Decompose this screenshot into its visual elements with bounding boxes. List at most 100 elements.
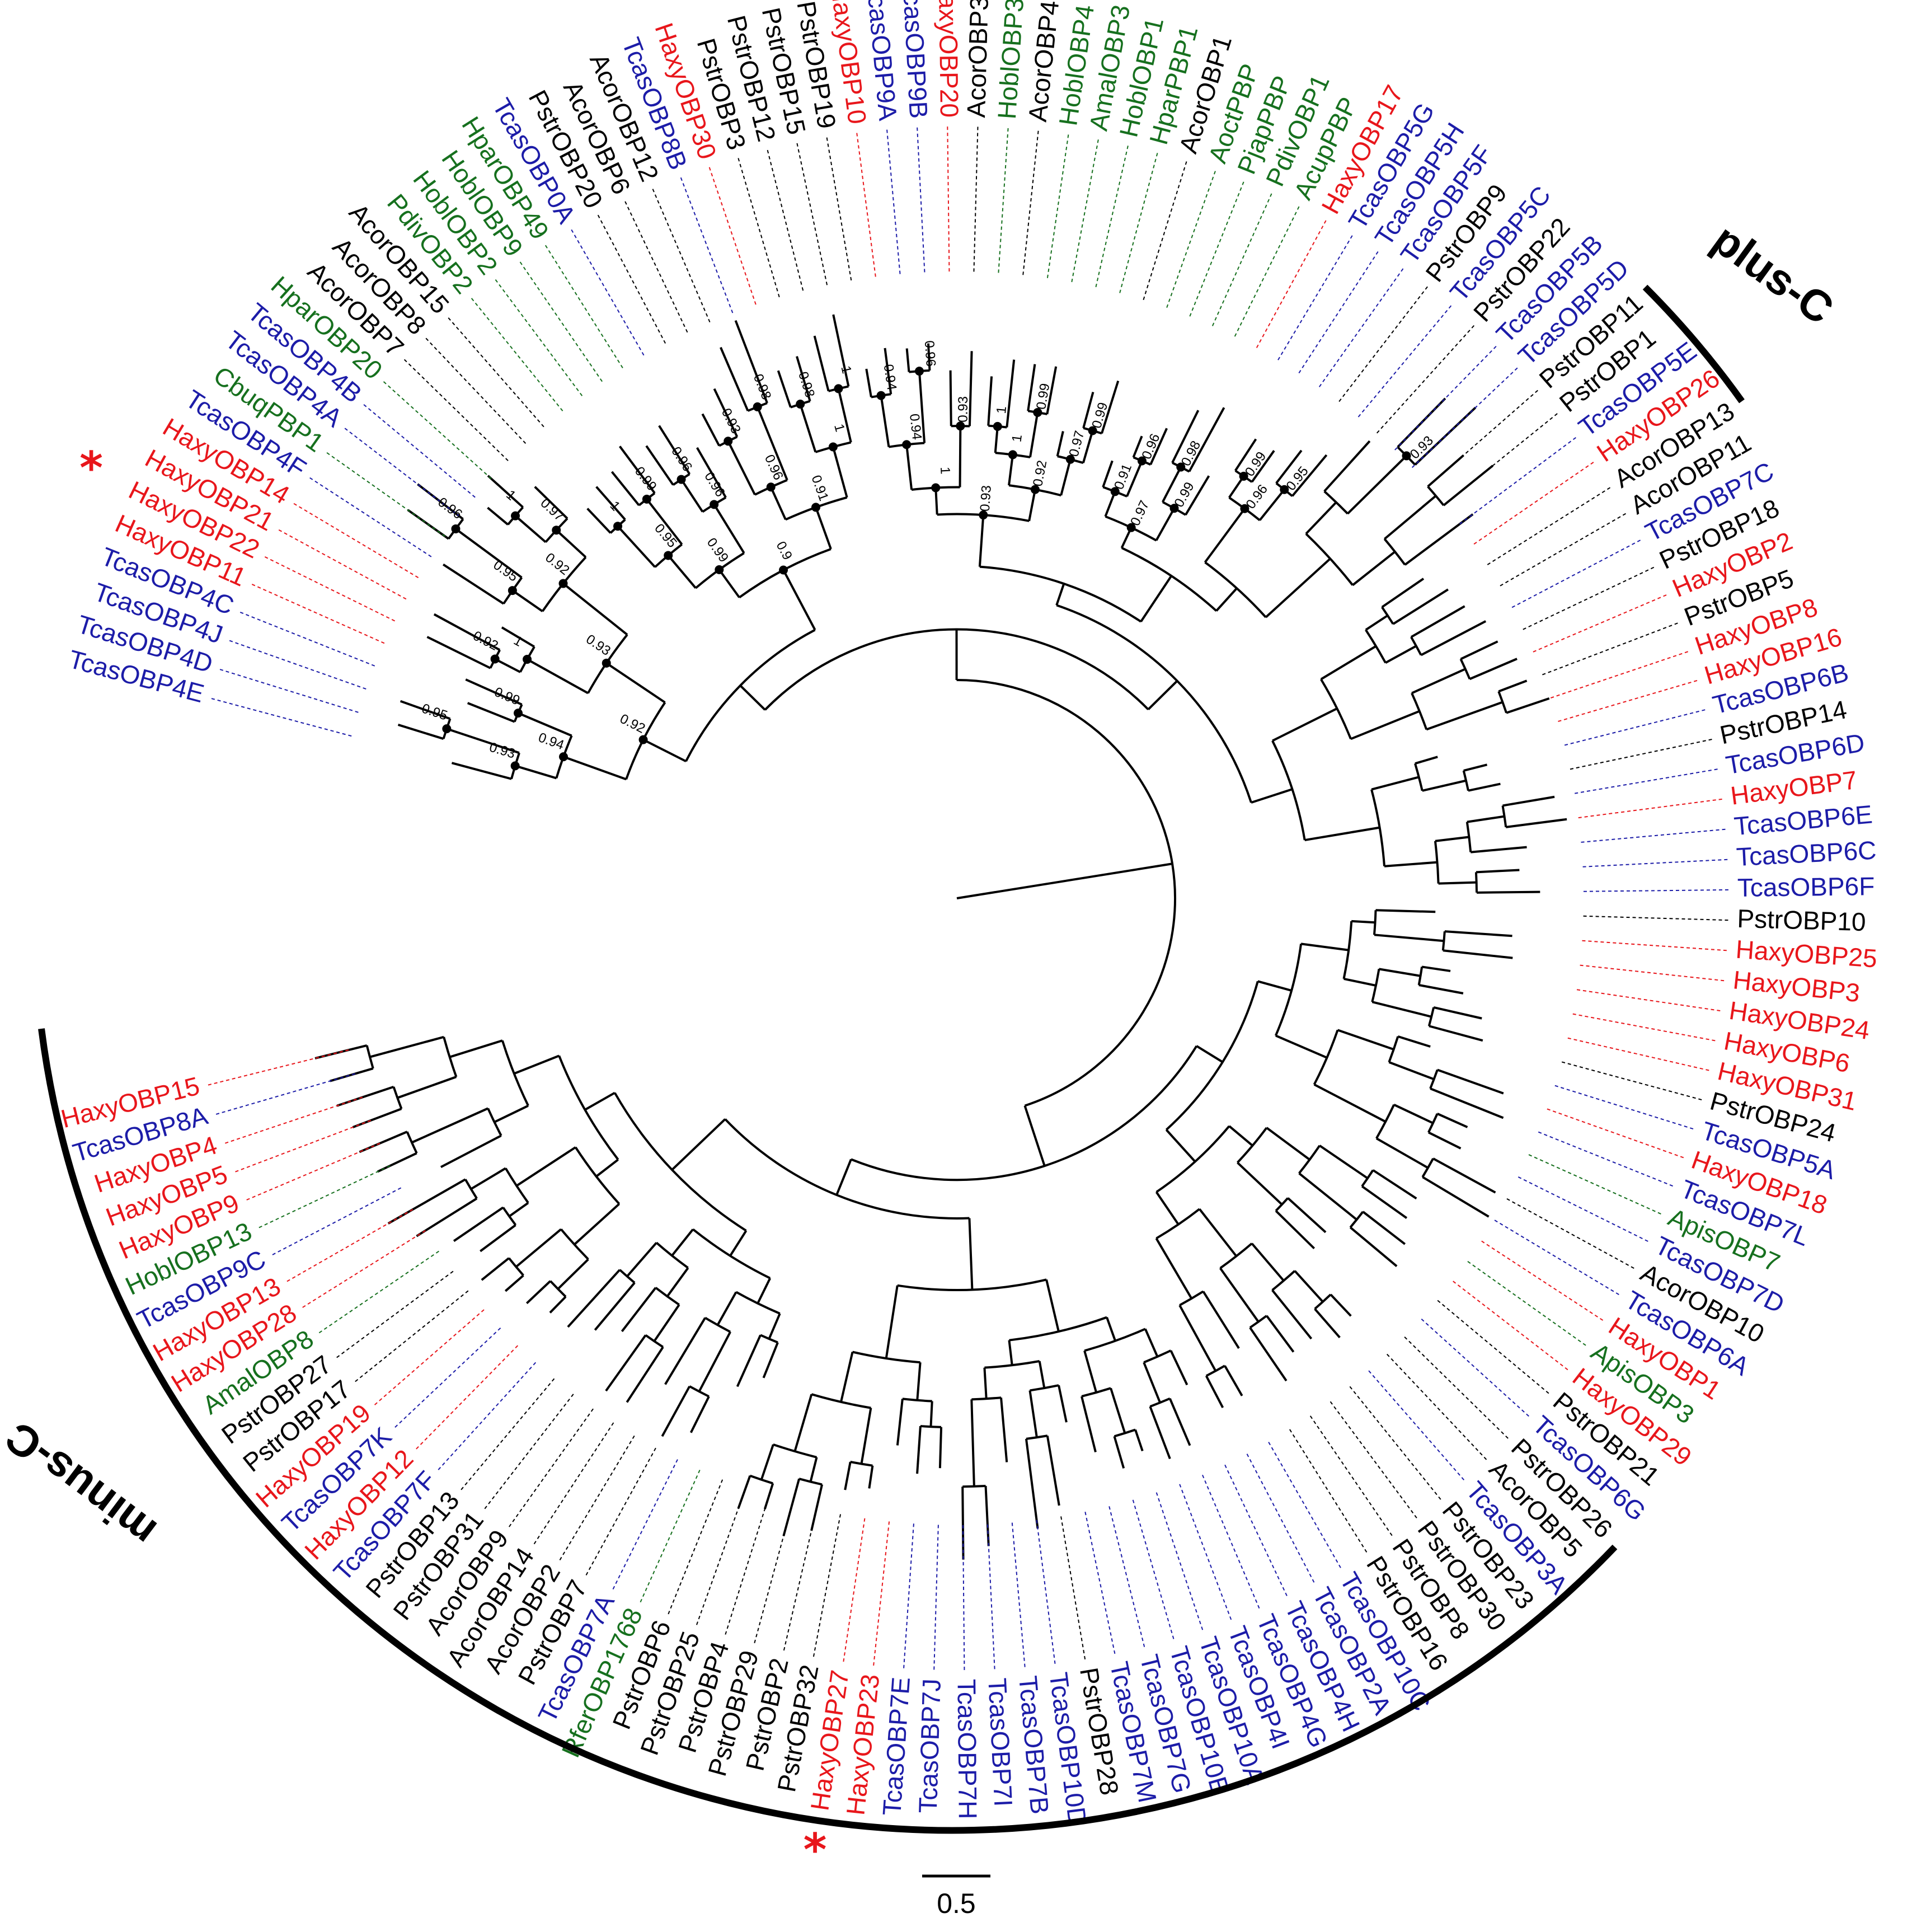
node-dot [490, 654, 500, 664]
tree-branch [978, 515, 985, 567]
tree-branch [626, 1346, 664, 1403]
leaf-guide-line [1575, 768, 1718, 794]
tree-branch [1432, 1157, 1496, 1194]
leaf-guide-line [708, 166, 757, 305]
node-dot [1008, 450, 1017, 459]
tree-branch [1045, 1279, 1060, 1332]
leaf-guide-line [1060, 1516, 1086, 1660]
node-dot [664, 551, 673, 560]
leaf-guide-line [374, 1309, 485, 1406]
support-value: 0.98 [795, 370, 818, 400]
leaf-guide-line [640, 1470, 701, 1603]
node-dot [914, 367, 924, 376]
tree-branch [698, 1331, 731, 1392]
leaf-guide-line [1421, 1318, 1530, 1417]
leaf-guide-line [1580, 964, 1725, 982]
support-value: 1 [1009, 434, 1025, 443]
leaf-guide-line [783, 1509, 817, 1652]
leaf-guide-line [1357, 304, 1452, 418]
leaf-guide-line [754, 1503, 793, 1644]
tree-branch [938, 1427, 943, 1469]
tree-branch [1165, 1129, 1196, 1162]
tree-branch [1320, 645, 1377, 681]
tree-branch [987, 376, 993, 426]
tree-branch [1314, 1308, 1341, 1339]
leaf-guide-line [1179, 1484, 1232, 1621]
tree-branch [1506, 697, 1550, 714]
tree-branch [494, 658, 521, 673]
tree-branch [1375, 909, 1436, 913]
node-dot [1169, 504, 1179, 513]
plus-c-label: plus-C [1704, 214, 1843, 334]
tree-branch [1429, 1025, 1483, 1042]
tree-branch [1249, 1327, 1288, 1382]
leaf-guide-line [1473, 461, 1595, 545]
tree-branch [680, 479, 704, 513]
leaf-guide-line [1108, 1506, 1145, 1648]
tree-branch [595, 486, 626, 520]
leaf-guide-line [1523, 566, 1655, 630]
leaf-label: PstrOBP10 [1737, 904, 1866, 937]
tree-branch [1008, 1340, 1013, 1366]
tree-branch [1266, 1127, 1310, 1161]
node-dot [442, 724, 452, 734]
tree-branch [1298, 1172, 1357, 1221]
tree-branch [1271, 1289, 1313, 1340]
tree-branch [442, 563, 505, 605]
support-value: 0.95 [420, 701, 449, 723]
tree-branch [1379, 968, 1421, 977]
leaf-guide-line [363, 404, 476, 498]
tree-root-branch [956, 862, 1173, 899]
leaf-guide-line [843, 1518, 866, 1663]
tree-branch [984, 1485, 990, 1546]
leaf-guide-line [318, 1250, 439, 1334]
leaf-guide-line [1453, 1281, 1569, 1371]
tree-branch [1029, 412, 1039, 458]
tree-branch [1155, 508, 1176, 541]
node-dot [510, 761, 520, 771]
leaf-guide-line [1538, 1131, 1674, 1187]
leaf-guide-line [286, 1209, 414, 1282]
tree-branch [449, 1039, 503, 1058]
support-value: 0.93 [583, 632, 613, 659]
leaf-guide-line [1022, 130, 1039, 275]
tree-branch [793, 1394, 813, 1452]
tree-branch [557, 1258, 589, 1290]
leaf-guide-line [973, 126, 979, 272]
tree-branch [968, 351, 973, 426]
leaf-guide-line [234, 1119, 372, 1173]
tree-branch [487, 475, 524, 508]
tree-branch [411, 1107, 488, 1144]
leaf-guide-line [1506, 1198, 1635, 1269]
tree-branch [1275, 449, 1303, 484]
support-value: 0.96 [922, 340, 938, 368]
tree-branch-arc [574, 1146, 621, 1205]
support-value: 0.92 [471, 628, 501, 653]
node-dot [710, 500, 719, 509]
tree-branch [1083, 1350, 1098, 1393]
leaf-guide-line [1550, 650, 1689, 698]
tree-branch [666, 1267, 689, 1297]
leaf-label: TcasOBP7E [877, 1676, 915, 1817]
leaf-guide-line [886, 129, 901, 274]
node-dot [1088, 426, 1097, 435]
node-dot [1176, 462, 1186, 472]
tree-branch [1381, 578, 1425, 608]
tree-branch [844, 1461, 852, 1490]
leaf-guide-line [1338, 285, 1429, 402]
leaf-guide-line [483, 1394, 574, 1510]
tree-branch [809, 1457, 818, 1483]
tree-branch [1352, 551, 1396, 587]
tree-branch [880, 395, 890, 447]
tree-branch-arc [1009, 1316, 1107, 1342]
node-dot [552, 526, 561, 535]
tree-branch [1443, 949, 1513, 959]
tree-branch [734, 320, 768, 404]
tree-branch [1330, 1293, 1352, 1317]
node-dot [1033, 407, 1042, 417]
node-dot [1030, 485, 1040, 494]
leaf-guide-line [258, 1165, 391, 1228]
tree-branch [1027, 364, 1036, 411]
tree-branch [626, 1242, 657, 1277]
tree-branch [736, 1334, 762, 1387]
